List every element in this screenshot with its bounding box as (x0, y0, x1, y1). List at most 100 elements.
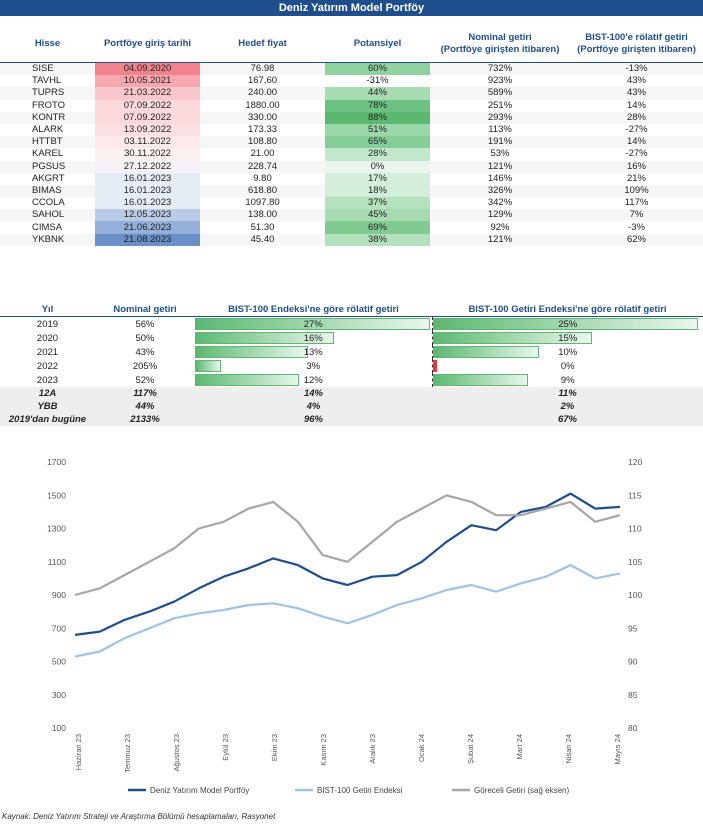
year-cell: 2020 (36, 332, 59, 344)
y-right-tick-label: 100 (628, 590, 642, 600)
target-price-cell: 51.30 (250, 221, 275, 233)
table-row: 2022 205% 3% 0% (0, 359, 703, 373)
relative-return-cell: 43% (626, 75, 646, 87)
target-price-cell: 167.60 (247, 75, 278, 87)
ticker-cell: YKBNK (0, 233, 95, 246)
nominal-return-cell: 121% (430, 160, 570, 173)
target-price-cell: 240.00 (200, 87, 325, 100)
x-tick-label: Kasım 23 (319, 734, 328, 766)
ticker-cell: SAHOL (0, 209, 95, 222)
ticker-cell: ALARK (32, 124, 64, 136)
potential-cell: 17% (325, 172, 430, 185)
relative-return-cell: 28% (570, 111, 703, 124)
y-right-tick-label: 110 (628, 524, 642, 534)
relative-return-cell: -27% (625, 148, 648, 160)
potential-cell: 60% (325, 62, 430, 76)
data-bar (432, 360, 437, 372)
x-tick-label: Mart 24 (515, 734, 524, 759)
nominal-return-cell: 113% (488, 124, 512, 136)
relative-return-cell: 21% (626, 172, 646, 184)
target-price-cell: 618.80 (200, 184, 325, 198)
column-header: Portföye giriş tarihi (95, 26, 200, 63)
series-line (74, 563, 621, 658)
x-tick-label: Mayıs 24 (613, 734, 622, 764)
y-left-tick-label: 500 (52, 657, 66, 667)
nominal-return-cell: 732% (430, 62, 570, 76)
source-note: Kaynak: Deniz Yatırım Strateji ve Araştı… (2, 812, 276, 821)
legend-label: BIST-100 Getiri Endeksi (317, 786, 403, 795)
ticker-cell: FROTO (32, 99, 66, 111)
table-row: TUPRS 21.03.2022 240.00 44% 589% 43% (0, 87, 703, 100)
x-tick-label: Temmuz 23 (123, 734, 132, 773)
summary-row: 2019'dan bugüne 2133% 96% 67% (0, 413, 703, 426)
nominal-return-cell: 205% (132, 360, 158, 372)
relative-return-cell: 43% (570, 87, 703, 100)
entry-date-cell: 03.11.2022 (95, 136, 200, 149)
data-bar (432, 346, 539, 358)
y-left-tick-label: 1300 (47, 524, 66, 534)
relative-bist100-cell: 12% (195, 373, 432, 387)
table-row: KONTR 07.09.2022 330.00 88% 293% 28% (0, 111, 703, 124)
potential-cell: 65% (325, 136, 430, 149)
ticker-cell: PGSUS (0, 160, 95, 173)
relative-bist100-cell: 4% (195, 400, 432, 413)
y-left-tick-label: 1500 (47, 490, 66, 500)
nominal-return-cell: 52% (135, 374, 155, 386)
target-price-cell: 330.00 (200, 111, 325, 124)
ticker-cell: AKGRT (32, 172, 65, 184)
table-row: 2019 56% 27% 25% (0, 316, 703, 331)
target-price-cell: 173.33 (247, 124, 278, 136)
y-right-tick-label: 90 (628, 657, 638, 667)
x-tick-label: Eylül 23 (221, 734, 230, 761)
potential-cell: -31% (325, 75, 430, 88)
relative-bist100-cell: 14% (195, 387, 432, 400)
column-header: BIST-100 Endeksi'ne göre rölatif getiri (195, 302, 432, 317)
entry-date-cell: 27.12.2022 (95, 160, 200, 173)
column-header: BIST-100 Getiri Endeksi'ne göre rölatif … (432, 302, 703, 317)
yearly-returns-table: Yıl Nominal getiri BIST-100 Endeksi'ne gör… (0, 302, 703, 426)
relative-bist100-return-cell: 25% (431, 316, 703, 331)
table-row: BIMAS 16.01.2023 618.80 18% 326% 109% (0, 184, 703, 198)
series-line (74, 494, 621, 597)
table-row: YKBNK 21.08.2023 45.40 38% 121% 62% (0, 233, 703, 246)
y-left-tick-label: 300 (52, 690, 66, 700)
entry-date-cell: 12.05.2023 (95, 209, 200, 222)
ticker-cell: TUPRS (0, 87, 95, 100)
target-price-cell: 45.40 (200, 233, 325, 246)
summary-label-cell: YBB (0, 400, 95, 413)
target-price-cell: 21.00 (250, 148, 275, 160)
potential-cell: 44% (325, 87, 430, 100)
y-right-tick-label: 105 (628, 557, 642, 567)
nominal-return-cell: 92% (490, 221, 510, 233)
table-row: CIMSA 21.06.2023 51.30 69% 92% -3% (0, 221, 703, 234)
bar-value: 0% (560, 360, 575, 372)
potential-cell: 28% (325, 148, 430, 161)
potential-cell: 37% (325, 197, 430, 210)
column-header: BIST-100'e rölatif getiri (Portföye giriş… (570, 26, 703, 63)
relative-return-cell: -13% (570, 62, 703, 76)
relative-return-cell: 117% (624, 197, 649, 209)
nominal-return-cell: 146% (487, 172, 513, 184)
bar-value: 3% (306, 360, 321, 372)
entry-date-cell: 13.09.2022 (95, 123, 200, 137)
relative-return-cell: -3% (628, 221, 645, 233)
nominal-return-cell: 44% (95, 400, 195, 413)
y-right-tick-label: 95 (628, 623, 638, 633)
data-bar (195, 346, 309, 358)
nominal-return-cell: 50% (135, 332, 155, 344)
year-cell: 2019 (36, 318, 59, 330)
relative-bist100-cell: 96% (195, 413, 432, 426)
potential-cell: 69% (325, 221, 430, 234)
potential-cell: 18% (325, 184, 430, 198)
ticker-cell: KONTR (0, 111, 95, 124)
relative-return-cell: 109% (570, 184, 703, 198)
nominal-return-cell: 342% (487, 197, 513, 209)
potential-cell: 45% (325, 209, 430, 222)
relative-return-cell: 14% (570, 136, 703, 149)
relative-bist100-return-cell: 11% (432, 387, 703, 400)
nominal-return-cell: 923% (487, 75, 513, 87)
y-right-tick-label: 80 (628, 723, 638, 733)
data-bar (432, 318, 698, 330)
bar-value: 27% (303, 318, 323, 330)
legend-label: Göreceli Getiri (sağ eksen) (474, 786, 569, 795)
